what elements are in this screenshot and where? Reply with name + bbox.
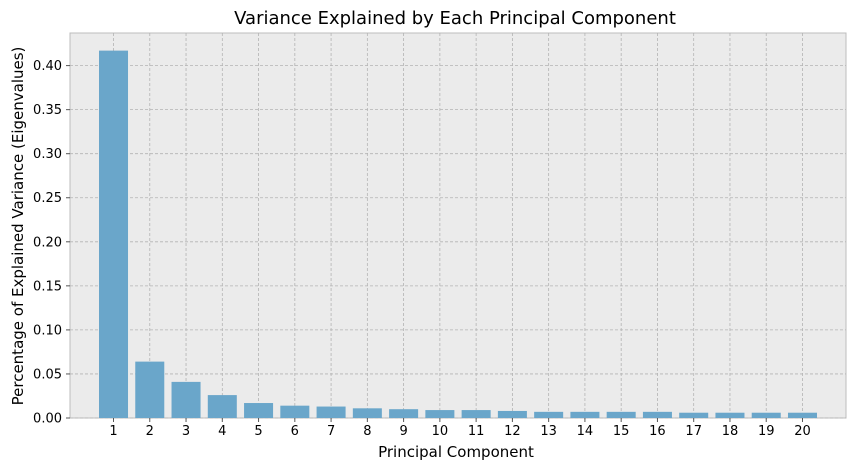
- x-tick-label: 2: [146, 424, 154, 439]
- plot-area: [69, 32, 847, 419]
- x-tick-label: 15: [613, 424, 630, 439]
- x-tick-label: 17: [685, 424, 702, 439]
- bar: [642, 411, 672, 418]
- x-axis-ticks: 1 2 3 4 5 6 7 8 9 10 11 12 13 14 15 16 17 18 19 20: [109, 418, 811, 439]
- x-tick-label: 20: [794, 424, 811, 439]
- x-tick-label: 16: [649, 424, 666, 439]
- y-tick-label: 0.05: [33, 367, 62, 382]
- bar: [679, 412, 709, 418]
- bar: [389, 409, 419, 418]
- bar: [751, 412, 781, 418]
- x-tick-label: 9: [399, 424, 407, 439]
- x-tick-label: 3: [182, 424, 190, 439]
- y-axis-ticks: 0.00 0.05 0.10 0.15 0.20 0.25 0.30 0.35 0.40: [33, 59, 70, 427]
- x-tick-label: 14: [577, 424, 594, 439]
- bar: [207, 395, 237, 418]
- y-tick-label: 0.35: [33, 103, 62, 118]
- x-tick-label: 6: [291, 424, 299, 439]
- bar: [570, 411, 600, 418]
- bar: [316, 406, 346, 418]
- bar: [425, 410, 455, 418]
- y-tick-label: 0.10: [33, 323, 62, 338]
- chart-title: Variance Explained by Each Principal Com…: [234, 8, 676, 29]
- x-tick-label: 13: [540, 424, 557, 439]
- x-tick-label: 4: [218, 424, 226, 439]
- bar: [135, 361, 165, 418]
- bar: [280, 405, 310, 418]
- bar: [497, 410, 527, 418]
- bar: [606, 411, 636, 418]
- x-tick-label: 19: [758, 424, 775, 439]
- y-axis-label: Percentage of Explained Variance (Eigenv…: [9, 47, 27, 406]
- bar: [715, 412, 745, 418]
- bar: [352, 408, 382, 418]
- y-tick-label: 0.00: [33, 412, 62, 427]
- bar: [787, 412, 817, 418]
- x-tick-label: 10: [432, 424, 449, 439]
- x-tick-label: 12: [504, 424, 521, 439]
- y-tick-label: 0.20: [33, 235, 62, 250]
- bar: [461, 410, 491, 418]
- bar: [171, 381, 201, 418]
- x-tick-label: 18: [722, 424, 739, 439]
- x-axis-label: Principal Component: [378, 443, 534, 461]
- bar: [534, 411, 564, 418]
- bars: [99, 50, 817, 418]
- x-tick-label: 8: [363, 424, 371, 439]
- x-tick-label: 7: [327, 424, 335, 439]
- x-tick-label: 11: [468, 424, 485, 439]
- bar: [99, 50, 129, 418]
- y-tick-label: 0.25: [33, 191, 62, 206]
- x-tick-label: 5: [254, 424, 262, 439]
- y-tick-label: 0.40: [33, 59, 62, 74]
- y-tick-label: 0.30: [33, 147, 62, 162]
- bar: [244, 403, 274, 418]
- x-tick-label: 1: [109, 424, 117, 439]
- y-tick-label: 0.15: [33, 279, 62, 294]
